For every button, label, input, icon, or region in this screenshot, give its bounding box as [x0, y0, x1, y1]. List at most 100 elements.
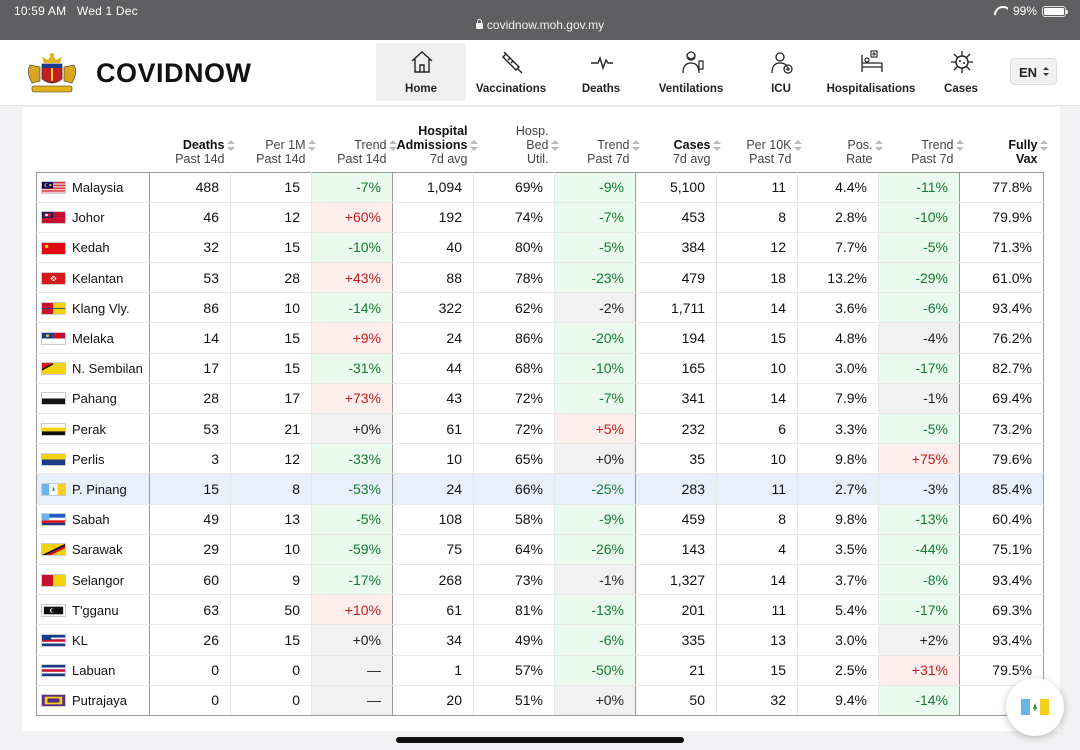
cases-per-10k-cell: 12 [716, 231, 798, 264]
cases-per-10k-cell: 32 [716, 684, 798, 716]
col-header-per-1m[interactable]: Per 1M Past 14d [231, 118, 316, 172]
fully-vax-cell: 69.3% [959, 594, 1044, 626]
hosp-trend-cell: -6% [554, 624, 636, 656]
state-cell[interactable]: KL [36, 624, 150, 656]
perak-flag-icon [41, 422, 66, 436]
address-bar[interactable]: covidnow.moh.gov.my [0, 18, 1080, 32]
state-name: T'gganu [72, 602, 119, 618]
table-row[interactable]: Pahang 28 17 +73% 43 72% -7% 341 14 7.9% -1% 69.4% [36, 382, 1044, 415]
col-header-trend-7d-hosp[interactable]: Trend Past 7d [555, 118, 640, 172]
hospital-bed-icon [861, 50, 883, 72]
hospital-admissions-cell: 1 [392, 654, 474, 686]
table-row[interactable]: Sabah 49 13 -5% 108 58% -9% 459 8 9.8% -13% 60.4% [36, 503, 1044, 535]
deaths-trend-cell: -33% [311, 443, 393, 475]
floating-state-button[interactable] [1006, 678, 1064, 736]
table-row[interactable]: Kedah 32 15 -10% 40 80% -5% 384 12 7.7% -5% 71.3% [36, 231, 1044, 264]
table-row[interactable]: Perlis 3 12 -33% 10 65% +0% 35 10 9.8% +75% 79.6% [36, 443, 1044, 475]
cases-trend-cell: -4% [878, 322, 960, 354]
deaths-trend-cell: +10% [311, 594, 393, 626]
melaka-flag-icon [41, 332, 66, 346]
table-row[interactable]: KL 26 15 +0% 34 49% -6% 335 13 3.0% +2% 93.4% [36, 624, 1044, 656]
pos-rate-cell: 9.8% [797, 503, 879, 535]
col-header-cases[interactable]: Cases 7d avg [636, 118, 721, 172]
state-cell[interactable]: Perak [36, 412, 150, 445]
pahang-flag-icon [41, 392, 66, 406]
table-row[interactable]: Melaka 14 15 +9% 24 86% -20% 194 15 4.8% -4% 76.2% [36, 322, 1044, 354]
pos-rate-cell: 3.0% [797, 624, 879, 656]
url-text: covidnow.moh.gov.my [486, 18, 605, 32]
state-cell[interactable]: Melaka [36, 322, 150, 354]
nav-icu[interactable]: ICU [736, 43, 826, 101]
state-cell[interactable]: P. Pinang [36, 473, 150, 505]
state-cell[interactable]: Sarawak [36, 533, 150, 565]
state-cell[interactable]: Klang Vly. [36, 292, 150, 324]
table-row[interactable]: Sarawak 29 10 -59% 75 64% -26% 143 4 3.5% -44% 75.1… [36, 533, 1044, 565]
bed-util-cell: 72% [473, 412, 555, 445]
nav-ventilations[interactable]: Ventilations [646, 43, 736, 101]
col-header-trend-14d[interactable]: Trend Past 14d [312, 118, 397, 172]
language-select[interactable]: EN [1010, 58, 1057, 85]
table-row[interactable]: Malaysia 488 15 -7% 1,094 69% -9% 5,100 11 4.4% -1… [36, 171, 1044, 203]
coat-of-arms-logo[interactable] [22, 51, 82, 95]
table-row[interactable]: N. Sembilan 17 15 -31% 44 68% -10% 165 10 3.0% -17… [36, 352, 1044, 384]
state-name: Sarawak [72, 542, 123, 558]
fully-vax-cell: 73.2% [959, 412, 1044, 445]
bed-util-cell: 69% [473, 171, 555, 203]
hospital-admissions-cell: 61 [392, 594, 474, 626]
virus-icon [951, 51, 973, 73]
deaths-trend-cell: -14% [311, 292, 393, 324]
state-name: Kedah [72, 240, 110, 256]
state-cell[interactable]: Kedah [36, 231, 150, 264]
col-header-per-10k[interactable]: Per 10K Past 7d [717, 118, 802, 172]
home-indicator[interactable] [396, 737, 684, 743]
nav-home[interactable]: Home [376, 43, 466, 101]
hospital-admissions-cell: 322 [392, 292, 474, 324]
state-cell[interactable]: Sabah [36, 503, 150, 535]
hosp-trend-cell: -9% [554, 503, 636, 535]
sort-icon [955, 139, 964, 152]
nav-vaccinations[interactable]: Vaccinations [466, 43, 556, 101]
state-cell[interactable]: Pahang [36, 382, 150, 415]
bed-util-cell: 51% [473, 684, 555, 716]
nav-cases[interactable]: Cases [916, 43, 1006, 101]
col-header-trend-7d-cases[interactable]: Trend Past 7d [879, 118, 964, 172]
table-row[interactable]: P. Pinang 15 8 -53% 24 66% -25% 283 11 2.7% -3% 85.… [36, 473, 1044, 505]
table-row[interactable]: Johor 46 12 +60% 192 74% -7% 453 8 2.8% -10% 79.9% [36, 201, 1044, 233]
col-header-deaths[interactable]: Deaths Past 14d [150, 118, 235, 172]
col-header-fully-vax[interactable]: Fully Vax [960, 118, 1048, 172]
state-cell[interactable]: Putrajaya [36, 684, 150, 716]
hospital-admissions-cell: 10 [392, 443, 474, 475]
hosp-trend-cell: +5% [554, 412, 636, 445]
state-cell[interactable]: Labuan [36, 654, 150, 686]
nav-hospitalisations[interactable]: Hospitalisations [826, 43, 916, 101]
col-header-hospital-admissions[interactable]: Hospital Admissions 7d avg [393, 118, 478, 172]
table-row[interactable]: Klang Vly. 86 10 -14% 322 62% -2% 1,711 14 3.6% -6… [36, 292, 1044, 324]
brand-title[interactable]: COVIDNOW [96, 58, 252, 88]
table-row[interactable]: Labuan 0 0—1 57% -50% 21 15 2.5% +31% 79.5% [36, 654, 1044, 686]
table-row[interactable]: Kelantan 53 28 +43% 88 78% -23% 479 18 13.2% -29% 6… [36, 262, 1044, 294]
cases-per-10k-cell: 14 [716, 292, 798, 324]
state-cell[interactable]: Malaysia [36, 171, 150, 203]
state-cell[interactable]: Johor [36, 201, 150, 233]
state-cell[interactable]: T'gganu [36, 594, 150, 626]
home-icon [411, 51, 433, 73]
nav-deaths[interactable]: Deaths [556, 43, 646, 101]
hosp-trend-cell: -1% [554, 563, 636, 596]
table-row[interactable]: Selangor 60 9 -17% 268 73% -1% 1,327 14 3.7% -8% 93… [36, 563, 1044, 596]
state-cell[interactable]: N. Sembilan [36, 352, 150, 384]
cases-per-10k-cell: 15 [716, 654, 798, 686]
table-row[interactable]: Perak 53 21 +0% 61 72% +5% 232 6 3.3% -5% 73.2% [36, 412, 1044, 445]
state-name: Putrajaya [72, 693, 127, 709]
deaths-trend-cell: +60% [311, 201, 393, 233]
status-time: 10:59 AM Wed 1 Dec [14, 4, 138, 18]
state-cell[interactable]: Kelantan [36, 262, 150, 294]
table-row[interactable]: T'gganu 63 50 +10% 61 81% -13% 201 11 5.4% -17% 69.… [36, 594, 1044, 626]
state-cell[interactable]: Selangor [36, 563, 150, 596]
col-header-pos-rate[interactable]: Pos. Rate [798, 118, 883, 172]
battery-percent: 99% [1012, 4, 1037, 18]
col-header-bed-util[interactable]: Hosp. Bed Util. [474, 118, 559, 172]
state-cell[interactable]: Perlis [36, 443, 150, 475]
deaths-per-1m-cell: 15 [230, 322, 312, 354]
deaths-trend-cell: -10% [311, 231, 393, 264]
